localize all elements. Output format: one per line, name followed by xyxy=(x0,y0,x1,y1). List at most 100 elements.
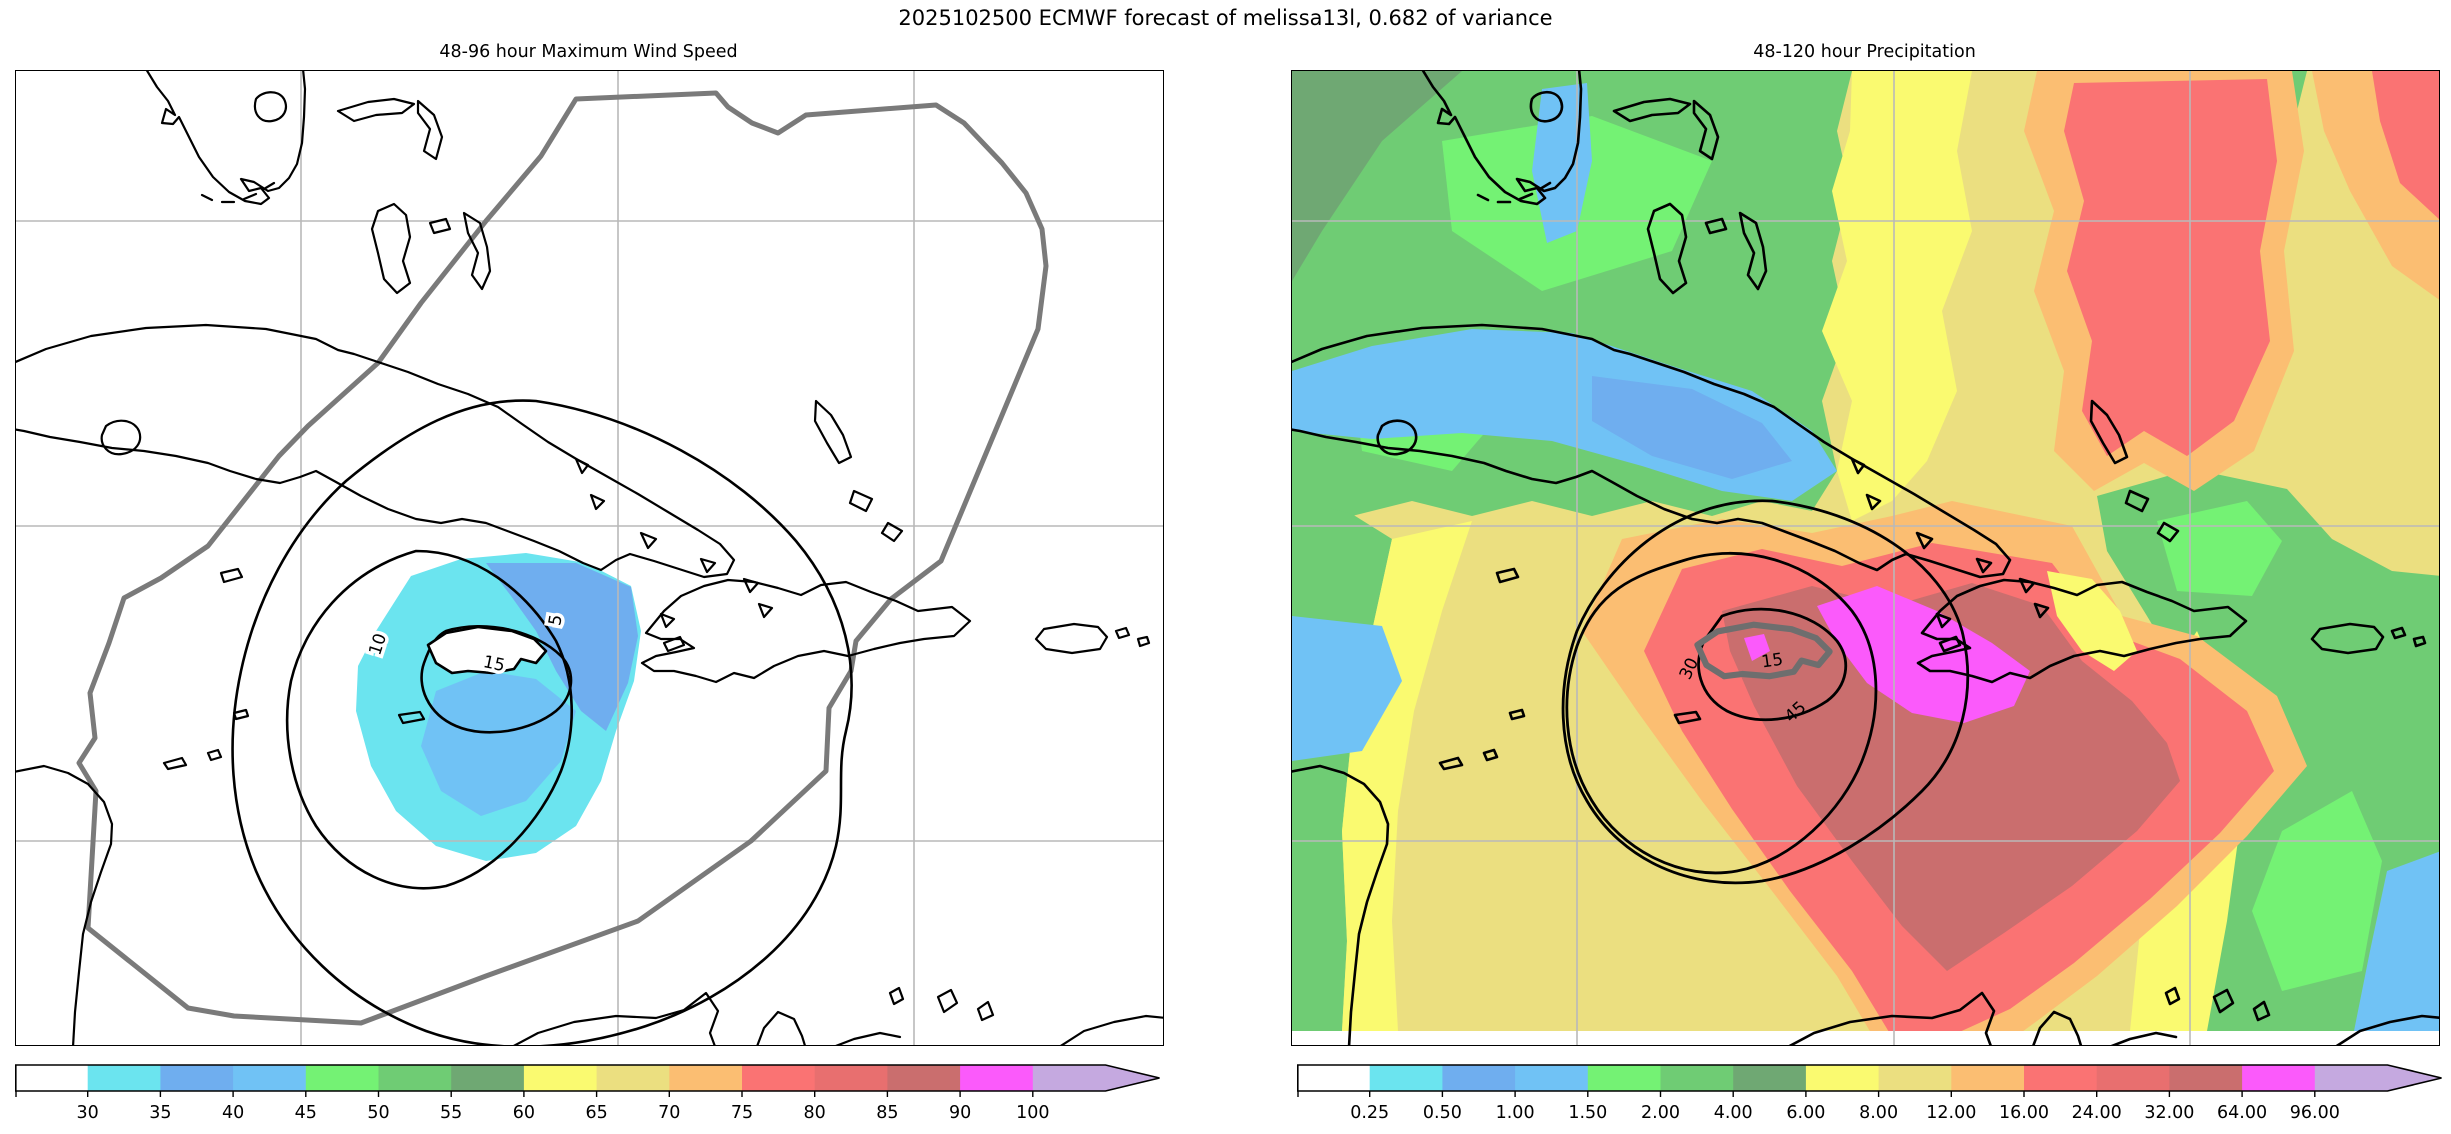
jamaica-outline-grey xyxy=(1694,621,1833,680)
cuba-coastline xyxy=(16,323,736,579)
colorbar-tick-label: 100 xyxy=(1016,1103,1049,1123)
swan-island xyxy=(232,708,250,721)
colorbar-segment-salmon xyxy=(742,1065,816,1091)
colorbar-tick-label: 85 xyxy=(876,1103,898,1123)
precip-panel-title: 48-120 hour Precipitation xyxy=(1753,42,1976,62)
colorbar-tick-label: 64.00 xyxy=(2217,1103,2267,1123)
central-america-coastline xyxy=(16,764,114,1045)
wind-map-panel: 10 5 15 xyxy=(15,70,1164,1046)
colorbar-segment-purple xyxy=(1032,1065,1106,1091)
colorbar-tick-label: 1.50 xyxy=(1568,1103,1607,1123)
map-background xyxy=(16,71,1163,1045)
gonave-island xyxy=(1938,635,1962,653)
contour-ring-15 xyxy=(1561,499,1970,885)
colorbar-segment-bright_green xyxy=(1587,1065,1661,1091)
precip-yellow-hispaniola xyxy=(2047,571,2137,671)
cuba-coastline xyxy=(1292,323,2012,579)
colorbar-tick-label: 35 xyxy=(149,1103,171,1123)
long-island-coastline xyxy=(2089,399,2129,465)
precip-colorbar: 0.25 0.50 1.00 1.50 2.00 4.00 6.00 8.00 12.00 16.… xyxy=(1297,1060,2451,1134)
forecast-envelope-outline xyxy=(76,90,1049,1026)
colorbar-tick-label: 0.50 xyxy=(1423,1103,1462,1123)
isla-juventud-coastline xyxy=(1376,419,1418,456)
colorbar-segment-magenta xyxy=(2242,1065,2316,1091)
colorbar-tick-label: 45 xyxy=(295,1103,317,1123)
colorbar-segment-white xyxy=(15,1065,89,1091)
long-island-coastline xyxy=(813,399,853,465)
colorbar-segment-brick xyxy=(887,1065,961,1091)
colorbar-tick-label: 60 xyxy=(513,1103,535,1123)
south-america-coastline xyxy=(513,991,902,1045)
colorbar-border xyxy=(15,1064,1160,1092)
grand-bahama-abaco-coastline xyxy=(1612,97,1720,161)
colorbar-tick-label: 0.25 xyxy=(1350,1103,1389,1123)
bahama-cays xyxy=(574,457,774,629)
florida-keys xyxy=(200,181,276,204)
pedro-cays xyxy=(1673,710,1702,725)
bonaire-island xyxy=(976,1000,995,1022)
colorbar-segment-dark_green xyxy=(451,1065,525,1091)
central-america-coastline xyxy=(1292,764,1390,1045)
curacao-island xyxy=(936,988,959,1014)
colorbar-segment-cyan xyxy=(87,1065,161,1091)
colorbar-border xyxy=(1297,1064,2442,1092)
florida-coastline xyxy=(1421,71,1583,206)
hispaniola-coastline xyxy=(1916,578,2248,684)
wind-colorbar: 30 35 40 45 50 55 60 65 70 75 80 85 90 100 xyxy=(15,1060,1185,1134)
colorbar-segment-yellow xyxy=(1805,1065,1880,1091)
precip-blue-cuba-core xyxy=(1592,376,1792,479)
colorbar-tick-label: 12.00 xyxy=(1926,1103,1976,1123)
colorbar-segment-bright_green xyxy=(305,1065,379,1091)
colorbar-segment-green xyxy=(378,1065,452,1091)
colorbar-segment-brick xyxy=(2169,1065,2243,1091)
swan-island xyxy=(1508,708,1526,721)
colorbar-tick-label: 1.00 xyxy=(1496,1103,1535,1123)
andros-coastline xyxy=(370,202,412,295)
puerto-rico-coastline xyxy=(2310,622,2385,655)
bay-islands xyxy=(1438,748,1499,771)
colorbar-tick-label: 70 xyxy=(658,1103,680,1123)
gonave-island xyxy=(662,635,686,653)
colorbar-tick-label: 96.00 xyxy=(2290,1103,2340,1123)
colorbar-tick-label: 30 xyxy=(77,1103,99,1123)
precip-darkgreen-nw-corner xyxy=(1292,71,1462,281)
south-america-coastline xyxy=(1788,991,2178,1045)
curacao-island xyxy=(2212,988,2235,1014)
bonaire-island xyxy=(2252,1000,2271,1022)
precip-white-bottom-strip xyxy=(1292,1031,2439,1045)
virgin-islands xyxy=(1114,626,1151,648)
precip-yellow-top-band xyxy=(1822,71,1972,521)
andros-coastline xyxy=(1646,202,1688,295)
colorbar-segment-blue xyxy=(1442,1065,1516,1091)
lake-okeechobee xyxy=(253,91,288,123)
colorbar-arrow xyxy=(1105,1065,1160,1091)
colorbar-segment-salmon xyxy=(2024,1065,2098,1091)
colorbar-tick-label: 32.00 xyxy=(2144,1103,2194,1123)
aruba-island xyxy=(888,986,905,1006)
south-america-east-coast xyxy=(1060,1014,1163,1045)
colorbar-segment-orange xyxy=(669,1065,743,1091)
precip-map-panel: 30 15 45 xyxy=(1291,70,2440,1046)
bahama-cays xyxy=(1850,457,2050,629)
colorbar-tick-label: 4.00 xyxy=(1714,1103,1753,1123)
new-providence-island xyxy=(1704,217,1728,235)
new-providence-island xyxy=(428,217,452,235)
aruba-island xyxy=(2164,986,2181,1006)
colorbar-segment-blue xyxy=(160,1065,234,1091)
florida-keys xyxy=(1476,181,1552,204)
precip-blue-se-corner xyxy=(2354,851,2439,1031)
colorbar-tick-label: 2.00 xyxy=(1641,1103,1680,1123)
precip-red-corner xyxy=(2372,71,2439,220)
colorbar-segment-magenta xyxy=(960,1065,1034,1091)
colorbar-segment-lightblue xyxy=(233,1065,307,1091)
colorbar-segment-lightblue xyxy=(1515,1065,1589,1091)
bay-islands xyxy=(162,748,223,771)
precip-brightgreen-se-1 xyxy=(2157,501,2282,596)
puerto-rico-coastline xyxy=(1034,622,1109,655)
colorbar-segment-purple xyxy=(2314,1065,2388,1091)
figure-title: 2025102500 ECMWF forecast of melissa13l,… xyxy=(898,6,1553,30)
contour-ring-15 xyxy=(420,625,573,734)
